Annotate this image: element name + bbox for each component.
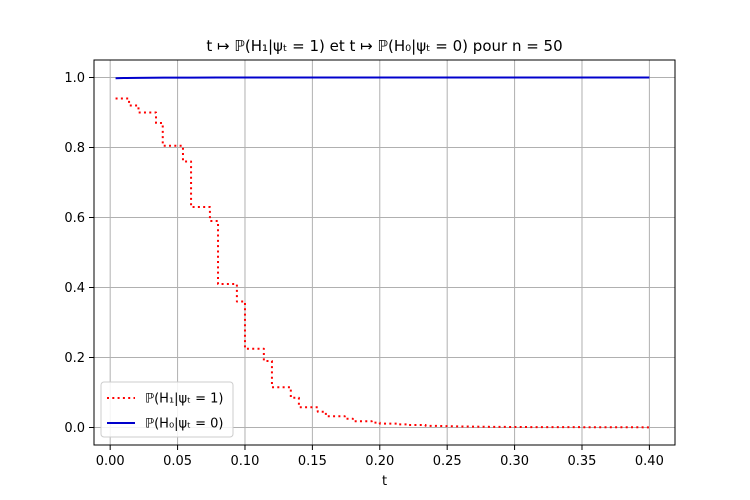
y-tick-label: 0.2 (64, 351, 85, 366)
x-axis-label: t (382, 474, 387, 489)
legend-label-1: ℙ(H₀|ψₜ = 0) (145, 417, 223, 432)
x-tick-label: 0.05 (163, 454, 192, 469)
x-tick-label: 0.00 (96, 454, 125, 469)
y-tick-label: 0.4 (64, 281, 85, 296)
x-tick-label: 0.20 (365, 454, 394, 469)
x-tick-label: 0.40 (635, 454, 664, 469)
x-tick-label: 0.35 (568, 454, 597, 469)
series-line-1 (115, 76, 650, 80)
x-tick-label: 0.15 (298, 454, 327, 469)
series-line-0 (115, 97, 650, 429)
x-tick-label: 0.30 (500, 454, 529, 469)
y-tick-label: 0.8 (64, 141, 85, 156)
plot-frame (93, 59, 676, 446)
legend-label-0: ℙ(H₁|ψₜ = 1) (145, 392, 223, 407)
y-tick-label: 1.0 (64, 71, 85, 86)
series-layer (115, 76, 650, 429)
x-tick-label: 0.10 (231, 454, 260, 469)
y-tick-label: 0.0 (64, 421, 85, 436)
legend: ℙ(H₁|ψₜ = 1) ℙ(H₀|ψₜ = 0) (100, 381, 234, 438)
y-tick-label: 0.6 (64, 211, 85, 226)
chart-title: t ↦ ℙ(H₁|ψₜ = 1) et t ↦ ℙ(H₀|ψₜ = 0) pou… (206, 37, 562, 55)
x-axis-ticks: 0.00 0.05 0.10 0.15 0.20 0.25 0.30 0.35 0.40 (96, 445, 664, 469)
y-axis-ticks: 0.0 0.2 0.4 0.6 0.8 1.0 (64, 71, 94, 436)
x-tick-label: 0.25 (433, 454, 462, 469)
